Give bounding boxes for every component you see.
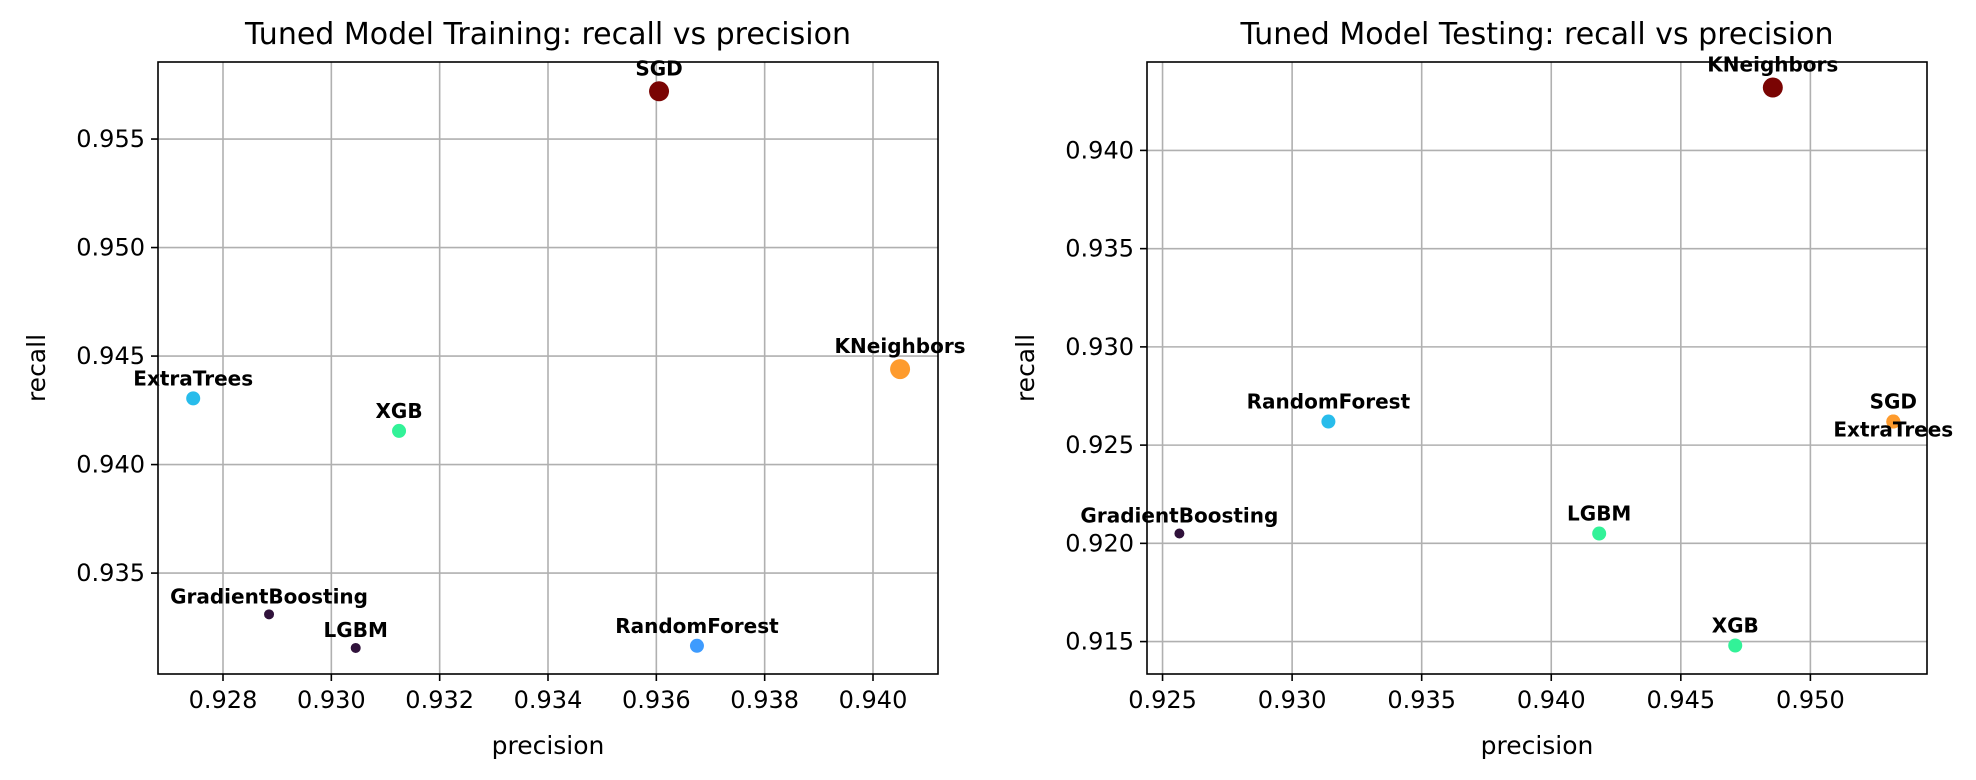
y-tick-label: 0.925 — [1065, 431, 1134, 459]
testing-scatter-panel: KNeighbors SGD ExtraTrees RandomForest Gradi… — [1011, 17, 1953, 760]
point-label: LGBM — [324, 618, 388, 642]
scatter-point — [264, 609, 275, 620]
point-label: RandomForest — [615, 614, 779, 638]
point-label: LGBM — [1567, 502, 1631, 526]
point-label: XGB — [1712, 614, 1759, 638]
y-tick-label: 0.955 — [76, 125, 145, 153]
scatter-point — [186, 391, 201, 406]
point-label: ExtraTrees — [1833, 418, 1953, 442]
x-tick-label: 0.932 — [405, 686, 474, 714]
y-tick-label: 0.920 — [1065, 529, 1134, 557]
point-label: SGD — [1870, 390, 1917, 414]
y-tick-label: 0.950 — [76, 234, 145, 262]
scatter-point — [392, 423, 407, 438]
x-tick-label: 0.936 — [622, 686, 691, 714]
x-tick-label: 0.938 — [730, 686, 799, 714]
y-tick-label: 0.930 — [1065, 333, 1134, 361]
y-tick-label: 0.940 — [1065, 136, 1134, 164]
x-tick-label: 0.928 — [189, 686, 258, 714]
point-label: SGD — [635, 56, 682, 80]
chart-title: Tuned Model Testing: recall vs precision — [1239, 17, 1833, 52]
y-tick-label: 0.915 — [1065, 628, 1134, 656]
training-scatter-panel: SGD KNeighbors ExtraTrees XGB GradientBoosti… — [22, 17, 966, 760]
x-tick-label: 0.940 — [1517, 686, 1586, 714]
x-tick-label: 0.930 — [1258, 686, 1327, 714]
point-label: RandomForest — [1247, 390, 1411, 414]
y-tick-label: 0.945 — [76, 342, 145, 370]
x-tick-label: 0.950 — [1776, 686, 1845, 714]
scatter-point — [890, 359, 911, 380]
scatter-point — [1728, 638, 1743, 653]
point-label: KNeighbors — [835, 334, 966, 358]
x-tick-label: 0.935 — [1387, 686, 1456, 714]
y-tick-label: 0.935 — [1065, 235, 1134, 263]
x-tick-label: 0.940 — [839, 686, 908, 714]
scatter-point — [649, 81, 670, 102]
y-tick-label: 0.935 — [76, 559, 145, 587]
scatter-point — [1762, 77, 1783, 98]
x-tick-label: 0.934 — [514, 686, 583, 714]
point-label: KNeighbors — [1707, 53, 1838, 77]
plot-frame — [1146, 61, 1928, 675]
x-tick-label: 0.930 — [297, 686, 366, 714]
y-axis-label: recall — [22, 334, 51, 402]
x-tick-label: 0.925 — [1128, 686, 1197, 714]
chart-title: Tuned Model Training: recall vs precisio… — [244, 17, 851, 52]
scatter-point — [1886, 414, 1901, 429]
y-tick-label: 0.940 — [76, 451, 145, 479]
scatter-point — [689, 638, 704, 653]
scatter-point — [1321, 414, 1336, 429]
point-label: XGB — [375, 399, 422, 423]
point-label: GradientBoosting — [170, 584, 368, 608]
y-axis-label: recall — [1011, 334, 1040, 402]
scatter-point — [1592, 526, 1607, 541]
x-axis-label: precision — [1481, 731, 1594, 760]
scatter-point — [1174, 528, 1185, 539]
x-axis-label: precision — [492, 731, 605, 760]
point-label: ExtraTrees — [133, 366, 253, 390]
x-tick-label: 0.945 — [1646, 686, 1715, 714]
scatter-point — [350, 642, 361, 653]
point-label: GradientBoosting — [1080, 504, 1278, 528]
